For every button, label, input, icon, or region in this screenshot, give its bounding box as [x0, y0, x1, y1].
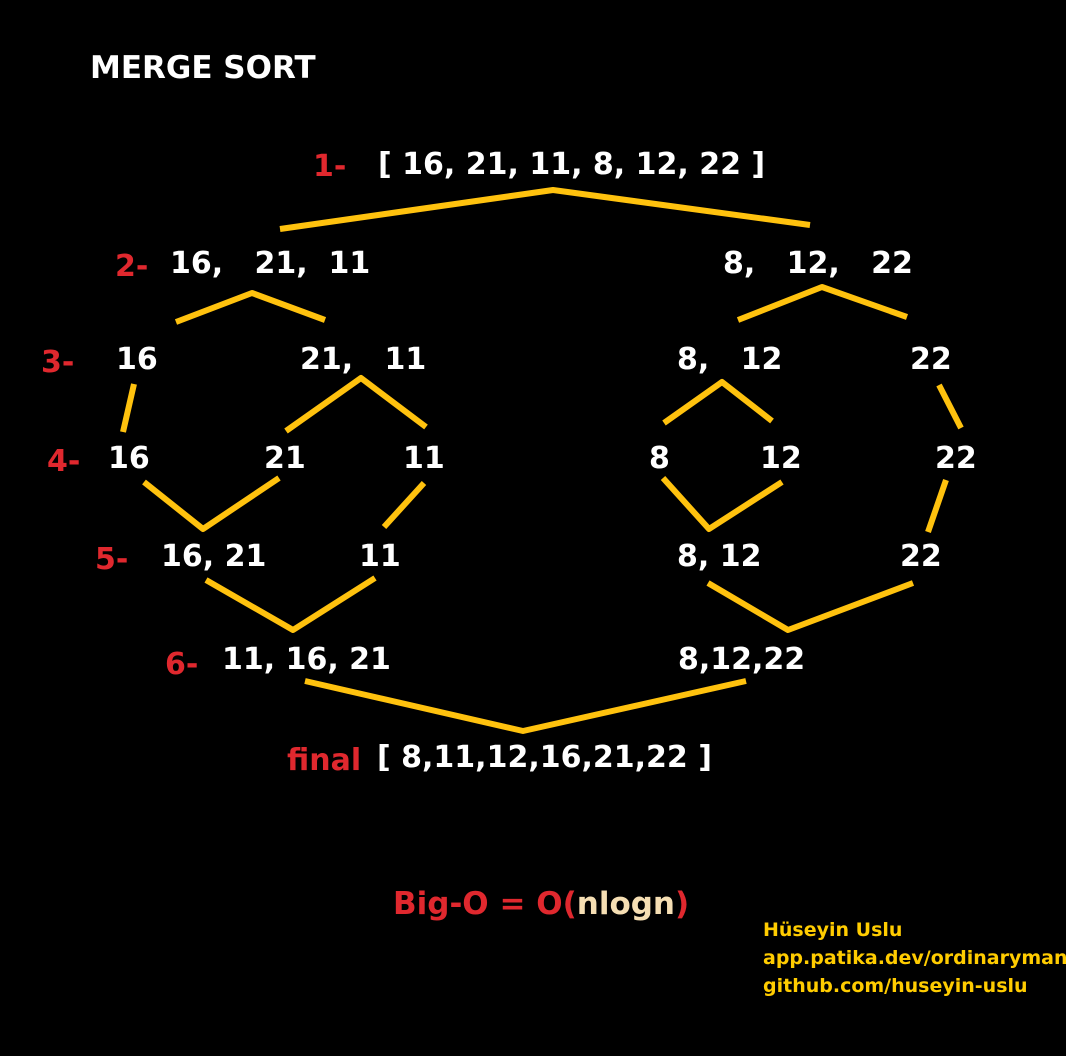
node-step-5-b: 11 — [359, 539, 401, 574]
node-step-1: [ 16, 21, 11, 8, 12, 22 ] — [378, 147, 766, 182]
node-step-6-right: 8,12,22 — [678, 642, 806, 677]
node-step-5-c: 8, 12 — [677, 539, 762, 574]
node-step-2-left: 16, 21, 11 — [170, 246, 371, 281]
connector-merge-4-d — [925, 479, 949, 533]
node-step-3-b: 21, 11 — [300, 342, 427, 377]
credit-name: Hüseyin Uslu — [763, 919, 903, 941]
connector-split-3-d — [936, 383, 964, 430]
node-step-4-a: 16 — [108, 441, 150, 476]
connector-split-3-b — [284, 375, 428, 434]
credit-patika: app.patika.dev/ordinaryman — [763, 947, 1066, 969]
step-label-final: final — [287, 743, 362, 778]
step-label-2: 2- — [115, 249, 149, 284]
node-step-3-d: 22 — [910, 342, 952, 377]
connector-merge-4-c — [660, 475, 784, 532]
node-step-3-a: 16 — [116, 342, 158, 377]
credit-github: github.com/huseyin-uslu — [763, 975, 1028, 997]
complexity-prefix: Big-O = O( — [393, 886, 577, 922]
step-label-3: 3- — [41, 345, 75, 380]
connector-merge-5-left — [204, 575, 377, 633]
node-step-5-d: 22 — [900, 539, 942, 574]
connector-split-3-c — [662, 379, 774, 426]
node-step-4-e: 12 — [760, 441, 802, 476]
node-step-6-left: 11, 16, 21 — [222, 642, 391, 677]
complexity-suffix: ) — [675, 886, 690, 922]
step-label-4: 4- — [47, 444, 81, 479]
connector-split-3-a — [120, 383, 137, 433]
connector-merge-4-a — [142, 475, 281, 532]
node-step-5-a: 16, 21 — [161, 539, 267, 574]
node-step-4-c: 11 — [403, 441, 445, 476]
node-step-4-f: 22 — [935, 441, 977, 476]
connector-split-2-right — [736, 284, 908, 323]
node-step-4-b: 21 — [264, 441, 306, 476]
node-step-2-right: 8, 12, 22 — [723, 246, 913, 281]
connector-split-1 — [279, 187, 811, 232]
complexity-term: nlogn — [576, 886, 676, 922]
node-final: [ 8,11,12,16,21,22 ] — [377, 740, 712, 775]
connector-merge-4-b — [381, 480, 427, 530]
connector-merge-5-right — [706, 580, 915, 633]
step-label-6: 6- — [165, 647, 199, 682]
step-label-5: 5- — [95, 542, 129, 577]
connector-merge-6 — [304, 678, 747, 734]
connector-split-2-left — [174, 290, 327, 325]
step-label-1: 1- — [313, 149, 347, 184]
node-step-4-d: 8 — [649, 441, 670, 476]
node-step-3-c: 8, 12 — [677, 342, 783, 377]
complexity-label: Big-O = O(nlogn) — [393, 889, 689, 920]
page-title: MERGE SORT — [90, 50, 316, 86]
